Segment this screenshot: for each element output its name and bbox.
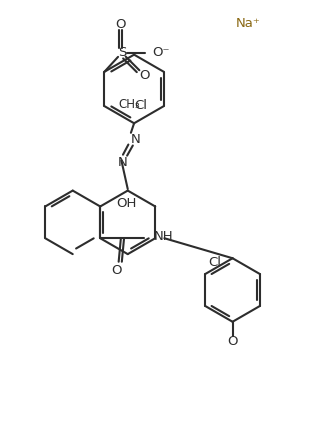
Text: N: N [130, 133, 140, 146]
Text: S: S [118, 46, 126, 59]
Text: Cl: Cl [208, 256, 221, 269]
Text: O: O [227, 335, 238, 348]
Text: NH: NH [154, 230, 174, 243]
Text: O: O [139, 69, 149, 82]
Text: OH: OH [117, 197, 137, 210]
Text: CH₃: CH₃ [119, 98, 140, 111]
Text: O: O [111, 264, 121, 277]
Text: Cl: Cl [134, 99, 147, 112]
Text: O: O [115, 18, 125, 31]
Text: Na⁺: Na⁺ [236, 17, 261, 30]
Text: O⁻: O⁻ [153, 46, 170, 59]
Text: N: N [118, 156, 128, 168]
